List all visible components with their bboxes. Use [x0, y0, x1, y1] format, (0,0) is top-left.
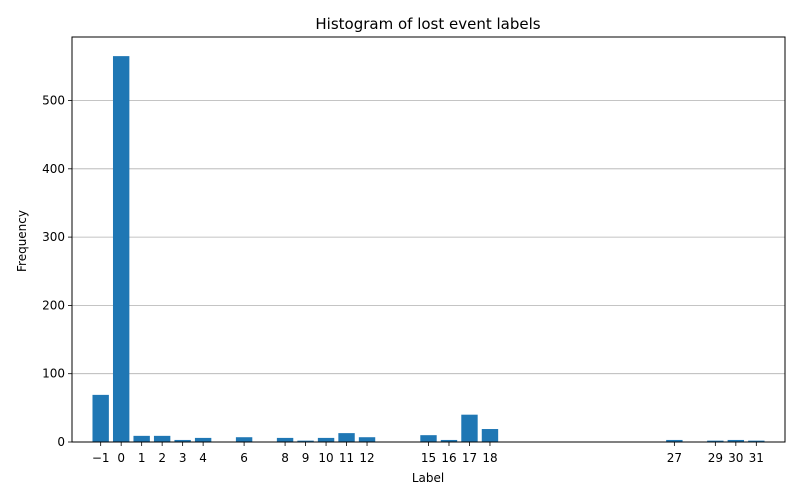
- x-tick-label: 0: [117, 451, 125, 465]
- y-tick-label: 500: [42, 94, 65, 108]
- bar: [440, 439, 458, 442]
- y-axis: 0 100 200 300 400 500: [42, 94, 72, 449]
- bar: [92, 394, 109, 442]
- x-tick-label: 8: [281, 451, 289, 465]
- bar: [153, 435, 171, 442]
- x-tick-label: 1: [138, 451, 146, 465]
- x-tick-label: 29: [708, 451, 723, 465]
- y-tick-label: 300: [42, 230, 65, 244]
- bar: [338, 433, 355, 442]
- x-tick-label: 16: [441, 451, 456, 465]
- x-tick-label: 12: [359, 451, 374, 465]
- bar: [461, 414, 478, 442]
- x-tick-label: 3: [179, 451, 187, 465]
- bars: [92, 56, 765, 442]
- y-axis-title: Frequency: [15, 210, 29, 272]
- bar: [666, 439, 683, 442]
- bar: [317, 437, 335, 442]
- x-tick-label: 31: [749, 451, 764, 465]
- bar: [707, 440, 724, 442]
- bar: [174, 439, 191, 442]
- x-tick-label: 17: [462, 451, 477, 465]
- x-tick-label: 9: [302, 451, 310, 465]
- bar: [297, 440, 314, 442]
- y-tick-label: 400: [42, 162, 65, 176]
- x-axis-title: Label: [412, 471, 444, 485]
- x-tick-label: 10: [318, 451, 333, 465]
- bar: [235, 437, 253, 442]
- chart-title: Histogram of lost event labels: [315, 15, 540, 33]
- bar: [420, 435, 437, 442]
- y-tick-label: 100: [42, 367, 65, 381]
- x-tick-label: 15: [421, 451, 436, 465]
- bar: [112, 56, 130, 442]
- x-axis: −1 0 1 2 3 4 6 8 9 10 11 12 15 16 17 18 27 29 30 31: [92, 442, 764, 465]
- x-tick-label: 6: [240, 451, 248, 465]
- y-tick-label: 0: [57, 435, 65, 449]
- x-tick-label: 11: [339, 451, 354, 465]
- x-tick-label: −1: [92, 451, 110, 465]
- bar: [748, 440, 765, 442]
- x-tick-label: 30: [728, 451, 743, 465]
- bar: [727, 439, 745, 442]
- bar: [133, 435, 150, 442]
- x-tick-label: 27: [667, 451, 682, 465]
- bar: [276, 437, 294, 442]
- plot-frame: [71, 36, 786, 443]
- x-tick-label: 2: [158, 451, 166, 465]
- bar: [358, 437, 376, 442]
- y-tick-label: 200: [42, 298, 65, 312]
- bar: [194, 437, 212, 442]
- x-tick-label: 18: [482, 451, 497, 465]
- bar: [481, 429, 499, 442]
- grid-lines: [72, 100, 785, 375]
- x-tick-label: 4: [199, 451, 207, 465]
